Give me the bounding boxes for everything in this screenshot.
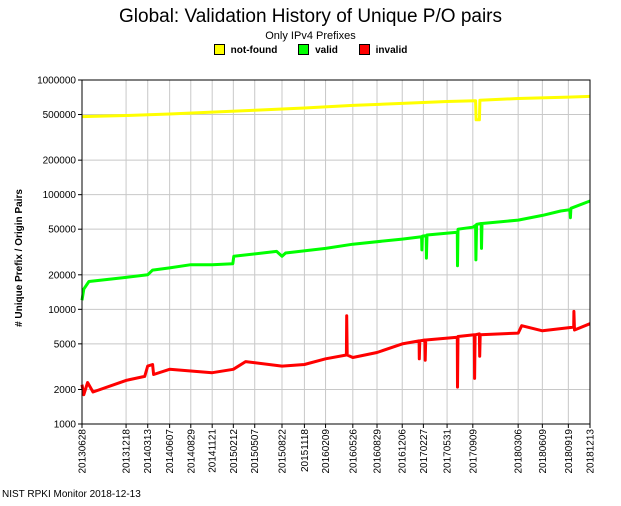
y-tick-label: 2000 [54,385,77,396]
y-tick-label: 100000 [43,190,77,201]
legend-swatch-valid [298,44,310,55]
series-line-not-found [81,94,591,122]
x-tick-label: 20160209 [321,429,332,474]
x-tick-label: 20180919 [564,429,575,474]
y-tick-label: 1000 [54,420,77,431]
legend-label-valid: valid [315,45,338,56]
x-tick-label: 20140313 [143,429,154,474]
y-tick-label: 200000 [43,156,77,167]
y-tick-label: 50000 [48,225,76,236]
legend-label-invalid: invalid [375,45,408,56]
legend-item-valid: valid [298,44,338,56]
series-line-valid [80,199,591,301]
x-tick-label: 20150822 [277,429,288,474]
x-tick-label: 20161206 [398,429,409,474]
series-layer [80,94,591,397]
x-tick-label: 20180306 [514,429,525,474]
x-tick-label: 20160526 [348,429,359,474]
legend-item-invalid: invalid [358,44,408,56]
x-tick-label: 20170227 [419,429,430,474]
x-tick-label: 20130628 [78,429,89,474]
y-axis-ticks: 1000 2000 5000 10000 20000 50000 100000 200000 5… [37,76,82,431]
x-tick-label: 20170909 [468,429,479,474]
footer-text: NIST RPKI Monitor 2018-12-13 [2,489,141,500]
x-tick-label: 20140829 [186,429,197,474]
x-tick-label: 20170531 [443,429,454,474]
x-tick-label: 20150507 [250,429,261,474]
chart-subtitle: Only IPv4 Prefixes [265,30,356,42]
x-tick-label: 20140607 [165,429,176,474]
x-tick-label: 20160829 [373,429,384,474]
x-tick-label: 20180609 [538,429,549,474]
x-tick-label: 20141121 [208,429,219,473]
grid [81,79,591,425]
legend-swatch-not-found [213,44,225,55]
y-tick-label: 20000 [48,270,76,281]
chart-title: Global: Validation History of Unique P/O… [119,6,502,27]
y-tick-label: 5000 [54,339,77,350]
y-tick-label: 500000 [43,110,77,121]
x-tick-label: 20151118 [300,429,311,472]
y-tick-label: 10000 [48,305,76,316]
legend: not-found valid invalid [0,44,621,56]
x-tick-label: 20150212 [229,429,240,474]
y-tick-label: 1000000 [37,76,76,87]
legend-swatch-invalid [358,44,370,55]
x-tick-label: 20181213 [586,429,597,474]
x-axis-ticks: 20130628 20131218 20140313 20140607 20140829… [78,424,597,474]
legend-label-not-found: not-found [230,45,278,56]
plot-frame [81,79,591,425]
legend-item-not-found: not-found [213,44,278,56]
x-tick-label: 20131218 [122,429,133,474]
series-line-invalid [80,309,591,397]
y-axis-label: # Unique Prefix / Origin Pairs [14,189,25,327]
